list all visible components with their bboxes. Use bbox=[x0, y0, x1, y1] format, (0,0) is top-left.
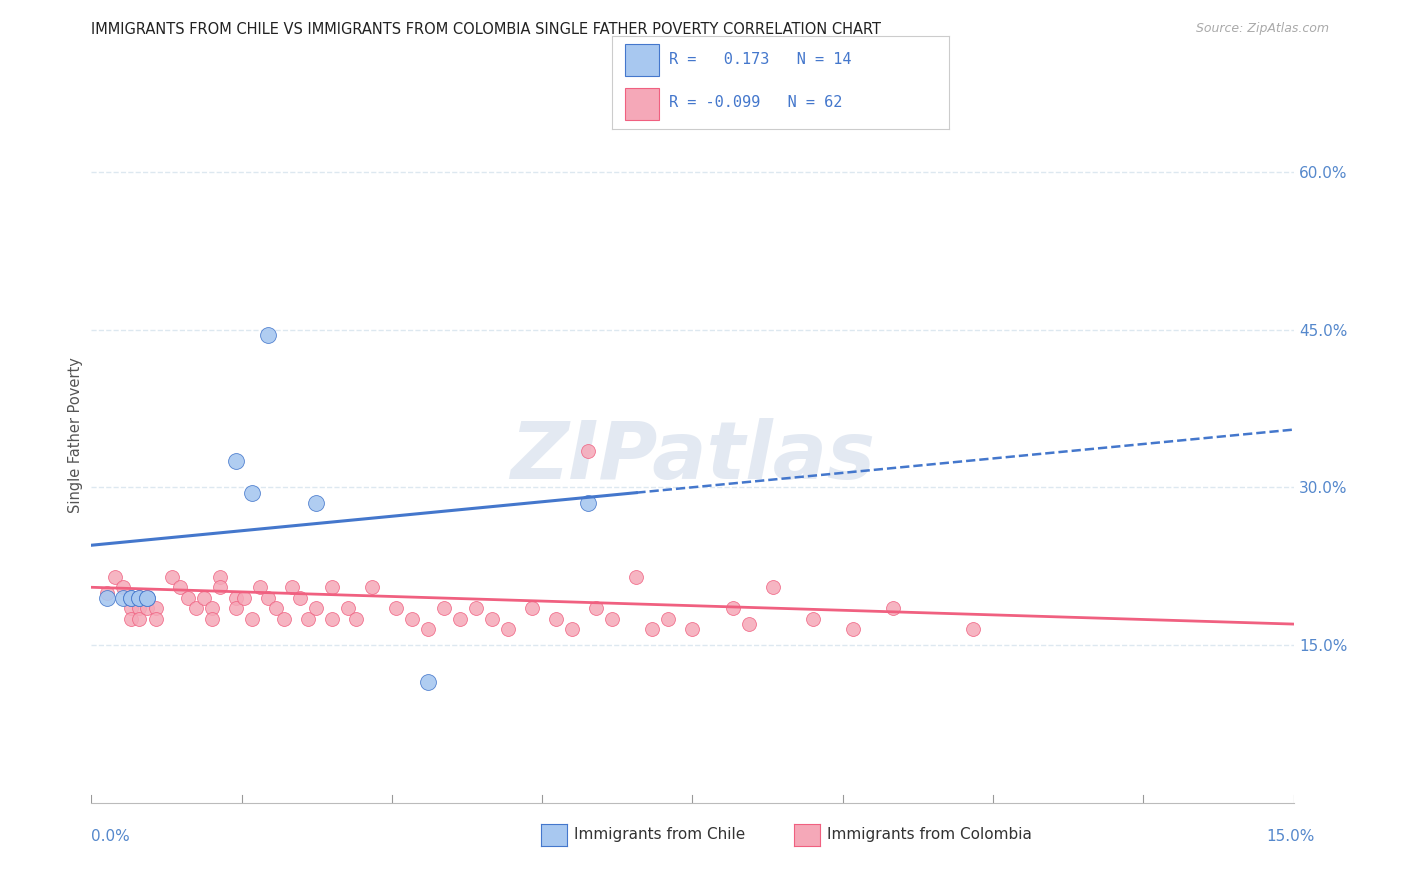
Point bbox=[401, 612, 423, 626]
Point bbox=[841, 623, 863, 637]
Point bbox=[321, 612, 343, 626]
Point bbox=[264, 601, 287, 615]
Point bbox=[416, 623, 439, 637]
Point bbox=[602, 612, 624, 626]
Point bbox=[225, 601, 247, 615]
Point bbox=[416, 674, 439, 689]
Point bbox=[496, 623, 519, 637]
Point bbox=[344, 612, 367, 626]
Text: 15.0%: 15.0% bbox=[1267, 830, 1315, 844]
Point bbox=[136, 601, 159, 615]
Point bbox=[104, 570, 127, 584]
Point bbox=[128, 601, 150, 615]
Point bbox=[208, 570, 231, 584]
Point bbox=[121, 612, 143, 626]
Point bbox=[128, 591, 150, 605]
Point bbox=[232, 591, 254, 605]
Point bbox=[657, 612, 679, 626]
Text: Immigrants from Colombia: Immigrants from Colombia bbox=[827, 828, 1032, 842]
Point bbox=[96, 585, 118, 599]
Point bbox=[136, 591, 159, 605]
Point bbox=[136, 591, 159, 605]
Point bbox=[360, 580, 382, 594]
Point bbox=[481, 612, 503, 626]
Point bbox=[136, 591, 159, 605]
Point bbox=[112, 580, 135, 594]
Point bbox=[576, 496, 599, 510]
Point bbox=[641, 623, 664, 637]
Point bbox=[145, 612, 167, 626]
Point bbox=[121, 591, 143, 605]
Point bbox=[762, 580, 785, 594]
Point bbox=[449, 612, 471, 626]
Point bbox=[96, 591, 118, 605]
Point bbox=[121, 591, 143, 605]
Point bbox=[176, 591, 198, 605]
Point bbox=[225, 591, 247, 605]
Point bbox=[256, 328, 278, 343]
Text: Immigrants from Chile: Immigrants from Chile bbox=[574, 828, 745, 842]
Point bbox=[305, 601, 328, 615]
Point bbox=[882, 601, 904, 615]
Point bbox=[576, 443, 599, 458]
Point bbox=[321, 580, 343, 594]
Point bbox=[522, 601, 544, 615]
Point bbox=[225, 454, 247, 468]
Point bbox=[281, 580, 304, 594]
Point bbox=[273, 612, 295, 626]
Point bbox=[240, 612, 263, 626]
Point bbox=[160, 570, 183, 584]
Point bbox=[201, 601, 224, 615]
Text: IMMIGRANTS FROM CHILE VS IMMIGRANTS FROM COLOMBIA SINGLE FATHER POVERTY CORRELAT: IMMIGRANTS FROM CHILE VS IMMIGRANTS FROM… bbox=[91, 22, 882, 37]
Point bbox=[626, 570, 648, 584]
Point bbox=[385, 601, 408, 615]
Point bbox=[249, 580, 271, 594]
Point bbox=[433, 601, 456, 615]
Point bbox=[240, 485, 263, 500]
Point bbox=[585, 601, 607, 615]
Point bbox=[128, 612, 150, 626]
Point bbox=[681, 623, 703, 637]
Point bbox=[288, 591, 311, 605]
Text: 0.0%: 0.0% bbox=[91, 830, 131, 844]
Point bbox=[737, 617, 759, 632]
Point bbox=[336, 601, 359, 615]
Point bbox=[721, 601, 744, 615]
Text: R = -0.099   N = 62: R = -0.099 N = 62 bbox=[669, 95, 842, 110]
Point bbox=[256, 591, 278, 605]
Point bbox=[169, 580, 191, 594]
Point bbox=[184, 601, 207, 615]
Point bbox=[561, 623, 583, 637]
Point bbox=[962, 623, 984, 637]
FancyBboxPatch shape bbox=[626, 44, 659, 76]
FancyBboxPatch shape bbox=[626, 88, 659, 120]
Point bbox=[201, 612, 224, 626]
Point bbox=[546, 612, 568, 626]
Point bbox=[193, 591, 215, 605]
Point bbox=[145, 601, 167, 615]
Point bbox=[112, 591, 135, 605]
Point bbox=[297, 612, 319, 626]
Point bbox=[305, 496, 328, 510]
Point bbox=[465, 601, 488, 615]
Y-axis label: Single Father Poverty: Single Father Poverty bbox=[67, 357, 83, 513]
Text: ZIPatlas: ZIPatlas bbox=[510, 418, 875, 496]
Point bbox=[208, 580, 231, 594]
Point bbox=[121, 601, 143, 615]
Point bbox=[801, 612, 824, 626]
Point bbox=[128, 591, 150, 605]
Text: R =   0.173   N = 14: R = 0.173 N = 14 bbox=[669, 52, 852, 67]
Text: Source: ZipAtlas.com: Source: ZipAtlas.com bbox=[1195, 22, 1329, 36]
